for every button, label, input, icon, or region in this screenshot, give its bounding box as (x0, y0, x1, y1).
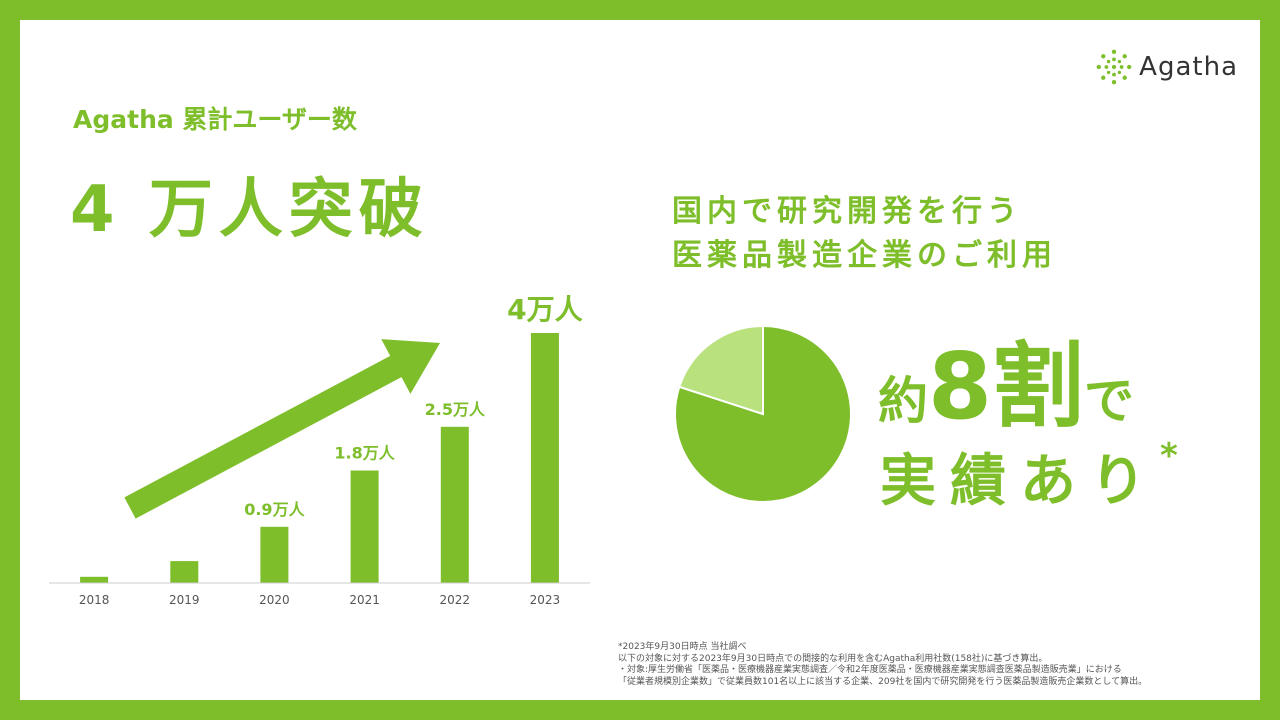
chart-subtitle: Agatha 累計ユーザー数 (73, 105, 357, 134)
data-label-2022: 2.5万人 (425, 400, 486, 419)
growth-arrow (124, 339, 441, 519)
stat-line2: 実績あり* (880, 436, 1178, 517)
data-label-2021: 1.8万人 (334, 444, 395, 463)
stat-suffix: で (1084, 372, 1135, 430)
data-label-2020: 0.9万人 (244, 500, 305, 519)
stat-line1: 約8割で (878, 312, 1134, 445)
right-heading: 国内で研究開発を行う 医薬品製造企業のご利用 (672, 190, 1057, 278)
bar-2021 (350, 470, 379, 583)
x-tick-label-2020: 2020 (259, 593, 290, 607)
data-label-2023: 4万人 (507, 293, 582, 326)
stat-asterisk: * (1160, 436, 1178, 476)
x-tick-label-2021: 2021 (349, 593, 380, 607)
right-heading-line1: 国内で研究開発を行う (672, 194, 1022, 229)
x-tick-label-2022: 2022 (440, 593, 471, 607)
footnote-line2: 以下の対象に対する2023年9月30日時点での間接的な利用を含むAgatha利用… (618, 653, 1048, 664)
bar-2019 (170, 561, 199, 583)
pie-slice-20 (678, 324, 764, 416)
footnote: *2023年9月30日時点 当社調べ 以下の対象に対する2023年9月30日時点… (618, 642, 1147, 688)
x-tick-label-2023: 2023 (530, 593, 561, 607)
user-growth-bar-chart: 2018 2019 2020 0.9万人 2021 1.8万人 2022 2.5万人 2023 4… (49, 293, 590, 607)
x-tick-label-2018: 2018 (79, 593, 110, 607)
x-tick-label-2019: 2019 (169, 593, 200, 607)
footnote-line4: 「従業者規模別企業数」で従業員数101名以上に該当する企業、209社を国内で研究… (618, 676, 1148, 687)
headline: 4 万人突破 (70, 173, 429, 247)
stat-number: 8割 (928, 333, 1085, 440)
usage-share-pie-chart (674, 324, 852, 503)
bar-2023 (530, 333, 559, 583)
right-heading-line2: 医薬品製造企業のご利用 (672, 238, 1057, 273)
dotted-circle-logo-icon (1096, 49, 1132, 85)
footnote-line1: *2023年9月30日時点 当社調べ (618, 642, 747, 652)
slide: Agatha Agatha 累計ユーザー数 4 万人突破 2018 2019 202… (20, 20, 1260, 700)
stat-prefix: 約 (878, 372, 928, 430)
stat-line2-text: 実績あり (880, 449, 1160, 514)
logo-text: Agatha (1139, 52, 1238, 82)
logo: Agatha (1095, 48, 1238, 86)
footnote-line3: ・対象:厚生労働省「医薬品・医療機器産業実態調査／令和2年度医薬品・医療機器産業… (618, 665, 1122, 675)
bar-2018 (80, 576, 109, 584)
bar-2022 (440, 426, 469, 584)
bar-2020 (260, 526, 289, 584)
